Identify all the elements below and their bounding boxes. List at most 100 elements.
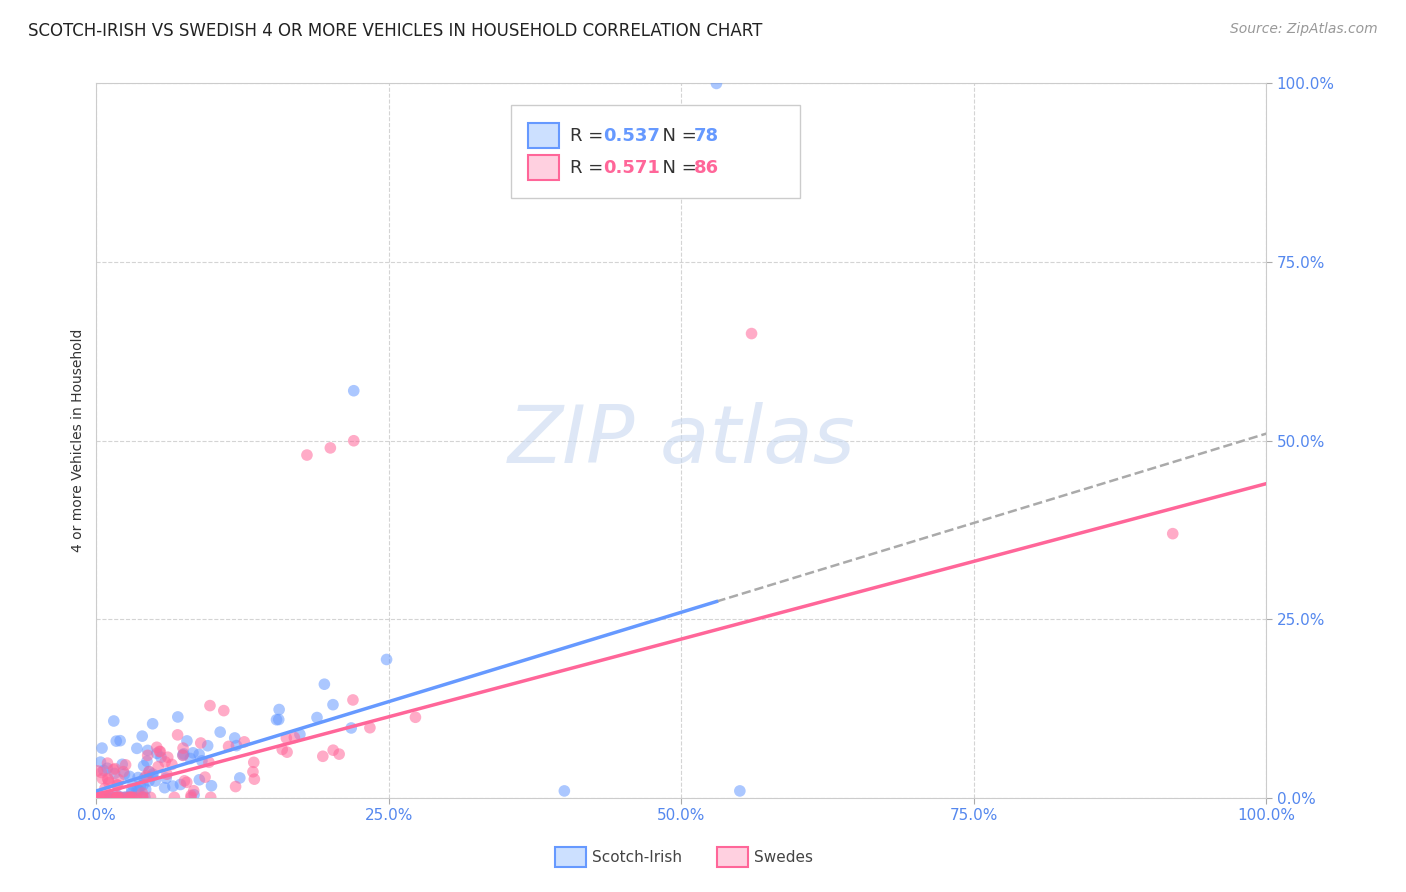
- Point: [121, 790, 143, 805]
- Text: Swedes: Swedes: [754, 850, 813, 864]
- Point: [111, 757, 134, 772]
- Point: [314, 677, 336, 691]
- Point: [110, 790, 132, 805]
- Point: [359, 721, 381, 735]
- Point: [242, 756, 264, 770]
- Point: [156, 750, 179, 764]
- Point: [131, 786, 153, 800]
- Point: [90, 790, 112, 805]
- Text: ZIP atlas: ZIP atlas: [508, 401, 855, 480]
- Point: [267, 713, 290, 727]
- Point: [107, 772, 129, 787]
- Point: [266, 713, 288, 727]
- Point: [322, 743, 344, 757]
- Point: [87, 790, 110, 805]
- Point: [91, 772, 114, 786]
- Point: [156, 767, 179, 781]
- Point: [200, 779, 222, 793]
- Point: [90, 765, 112, 780]
- Point: [90, 790, 112, 805]
- Point: [121, 790, 143, 805]
- Point: [212, 704, 235, 718]
- Point: [225, 780, 247, 794]
- Text: Source: ZipAtlas.com: Source: ZipAtlas.com: [1230, 22, 1378, 37]
- Point: [93, 764, 115, 778]
- Point: [135, 782, 157, 797]
- Point: [243, 772, 266, 786]
- Point: [112, 764, 135, 779]
- Point: [163, 790, 186, 805]
- Point: [146, 740, 169, 755]
- Point: [191, 754, 214, 768]
- Point: [176, 775, 198, 789]
- Point: [138, 764, 160, 779]
- Point: [87, 790, 110, 805]
- Point: [97, 772, 120, 786]
- Point: [103, 714, 125, 728]
- Point: [96, 790, 118, 805]
- Point: [194, 770, 217, 784]
- Point: [180, 790, 202, 805]
- Point: [1161, 526, 1184, 541]
- Point: [131, 790, 153, 805]
- Text: N =: N =: [651, 159, 703, 177]
- Point: [90, 790, 112, 805]
- Point: [200, 790, 222, 805]
- Point: [107, 790, 129, 805]
- Point: [188, 747, 211, 762]
- Point: [136, 743, 159, 757]
- Point: [229, 771, 252, 785]
- Point: [117, 790, 139, 805]
- Point: [97, 776, 120, 790]
- Point: [131, 729, 153, 743]
- Point: [86, 790, 108, 805]
- Point: [276, 745, 298, 759]
- Point: [340, 721, 363, 735]
- Point: [166, 728, 188, 742]
- Point: [105, 788, 128, 802]
- Point: [91, 741, 114, 756]
- Point: [110, 790, 132, 805]
- Text: 86: 86: [693, 159, 718, 177]
- Point: [169, 777, 191, 791]
- Text: N =: N =: [651, 127, 703, 145]
- Point: [134, 790, 156, 805]
- Point: [120, 790, 142, 805]
- Point: [146, 747, 169, 761]
- Point: [120, 790, 142, 805]
- Point: [89, 755, 111, 769]
- Point: [322, 698, 344, 712]
- Point: [142, 769, 165, 783]
- Point: [288, 727, 311, 741]
- Point: [148, 744, 170, 758]
- Point: [96, 756, 118, 771]
- Point: [114, 757, 136, 772]
- Point: [93, 790, 115, 805]
- Point: [132, 778, 155, 792]
- Point: [86, 790, 108, 805]
- Point: [172, 748, 194, 763]
- Point: [108, 790, 131, 805]
- Point: [138, 773, 160, 788]
- Point: [115, 790, 138, 805]
- Point: [138, 764, 160, 779]
- Point: [91, 790, 114, 805]
- Point: [242, 764, 264, 779]
- Point: [125, 790, 148, 805]
- Point: [218, 739, 240, 754]
- Text: R =: R =: [569, 127, 609, 145]
- Point: [86, 764, 108, 778]
- Point: [181, 746, 204, 760]
- Point: [118, 769, 141, 783]
- Point: [209, 725, 232, 739]
- Point: [136, 754, 159, 768]
- Point: [375, 652, 398, 666]
- Point: [188, 772, 211, 787]
- Text: 0.571: 0.571: [603, 159, 661, 177]
- Text: Scotch-Irish: Scotch-Irish: [592, 850, 682, 864]
- Point: [91, 790, 114, 805]
- Point: [233, 735, 256, 749]
- Point: [269, 702, 291, 716]
- Point: [172, 747, 194, 762]
- Point: [104, 766, 127, 780]
